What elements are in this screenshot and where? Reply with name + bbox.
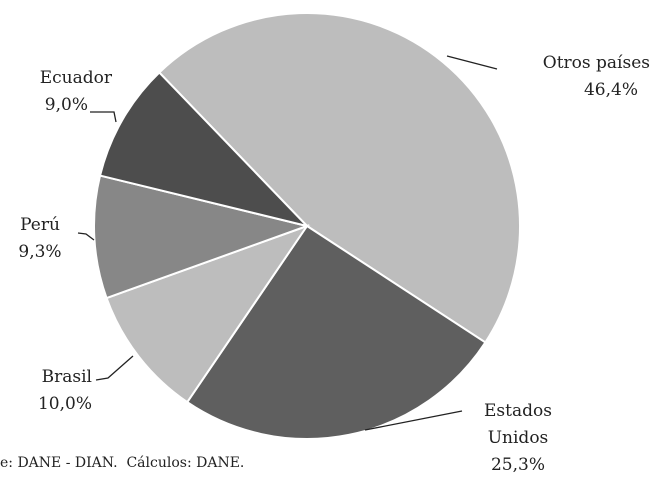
slice-label: Perú 9,3% [0, 212, 80, 266]
slice-label: Otros países 46,4% [490, 50, 650, 104]
leader-line [364, 410, 463, 431]
value-label: 10,0% [37, 394, 92, 414]
pie-slice [105, 224, 310, 404]
category-label: Brasil [41, 367, 92, 387]
leader-line [77, 232, 95, 241]
value-label: 46,4% [583, 80, 638, 100]
pie-slice [157, 12, 521, 344]
source-note: e: DANE - DIAN. Cálculos: DANE. [0, 455, 245, 471]
pie-slice [98, 71, 311, 228]
category-label: Perú [20, 215, 60, 235]
category-label: Estados Unidos [484, 401, 552, 448]
value-label: 9,0% [44, 95, 88, 115]
category-label: Otros países [542, 53, 650, 73]
slice-label: Estados Unidos 25,3% [470, 398, 566, 479]
category-label: Ecuador [39, 68, 112, 88]
pie-slice [185, 224, 487, 440]
value-label: 9,3% [18, 242, 62, 262]
slice-label: Ecuador 9,0% [0, 65, 112, 119]
value-label: 25,3% [490, 455, 545, 475]
leader-line [446, 55, 498, 70]
leader-line [90, 111, 117, 123]
leader-line [95, 355, 134, 381]
pie-slice [93, 174, 311, 300]
slice-label: Brasil 10,0% [0, 364, 92, 418]
wedges [93, 12, 521, 440]
